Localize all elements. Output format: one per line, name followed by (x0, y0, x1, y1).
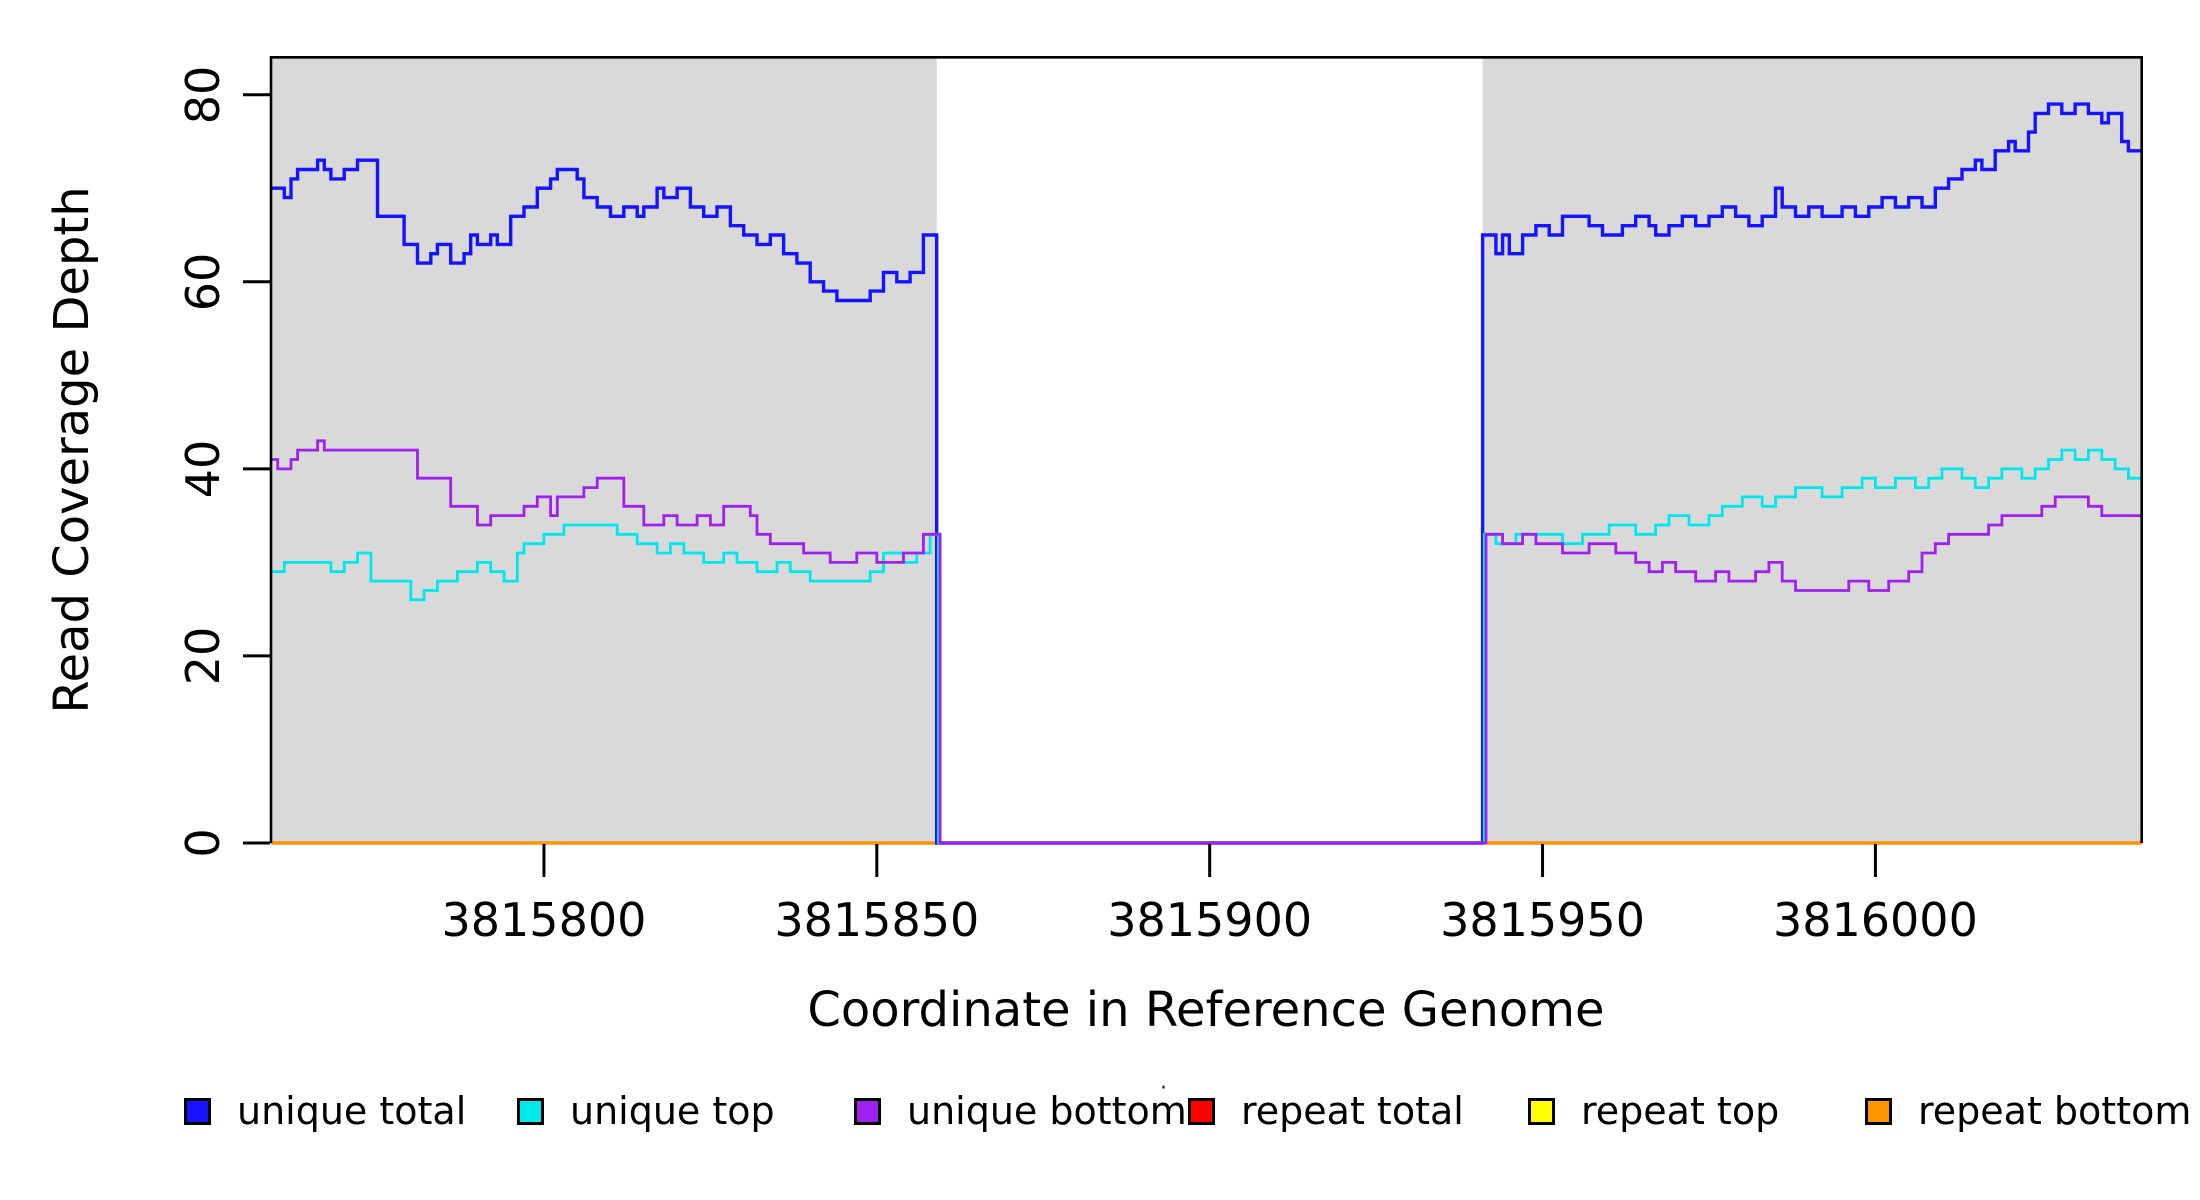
x-tick-label: 3815800 (441, 893, 647, 947)
y-tick-label: 80 (176, 65, 230, 124)
repeat-total-swatch-icon (1188, 1097, 1215, 1125)
stray-dot: · (1160, 1076, 1167, 1101)
x-tick-label: 3815950 (1440, 893, 1645, 947)
y-tick-label: 40 (176, 439, 230, 499)
repeat-top-swatch-icon (1528, 1097, 1555, 1125)
x-tick-label: 3815900 (1107, 893, 1313, 947)
legend-item-repeat-top: repeat top (1528, 1089, 1779, 1133)
unique-bottom-swatch-icon (854, 1097, 881, 1125)
legend-label: repeat bottom (1918, 1089, 2192, 1133)
repeat-bottom-swatch-icon (1865, 1097, 1892, 1125)
y-tick-label: 60 (176, 252, 230, 312)
x-axis-title: Coordinate in Reference Genome (807, 982, 1605, 1038)
y-tick-label: 20 (176, 626, 230, 686)
legend-label: repeat top (1581, 1089, 1780, 1133)
legend-item-repeat-total: repeat total (1188, 1089, 1464, 1133)
x-tick-label: 3816000 (1772, 893, 1978, 947)
y-axis-title: Read Coverage Depth (44, 186, 100, 714)
y-tick-label: 0 (176, 828, 230, 858)
x-tick-label: 3815850 (774, 893, 980, 947)
unique-top-swatch-icon (517, 1097, 544, 1125)
legend-item-repeat-bottom: repeat bottom (1865, 1089, 2191, 1133)
legend-label: unique bottom (907, 1089, 1187, 1133)
legend-item-unique-top: unique top (517, 1089, 775, 1133)
legend-label: unique total (237, 1089, 467, 1133)
legend-label: repeat total (1241, 1089, 1464, 1133)
legend-item-unique-bottom: unique bottom (854, 1089, 1187, 1133)
legend-item-unique-total: unique total (184, 1089, 466, 1133)
legend-label: unique top (570, 1089, 775, 1133)
unique-total-swatch-icon (184, 1097, 211, 1125)
